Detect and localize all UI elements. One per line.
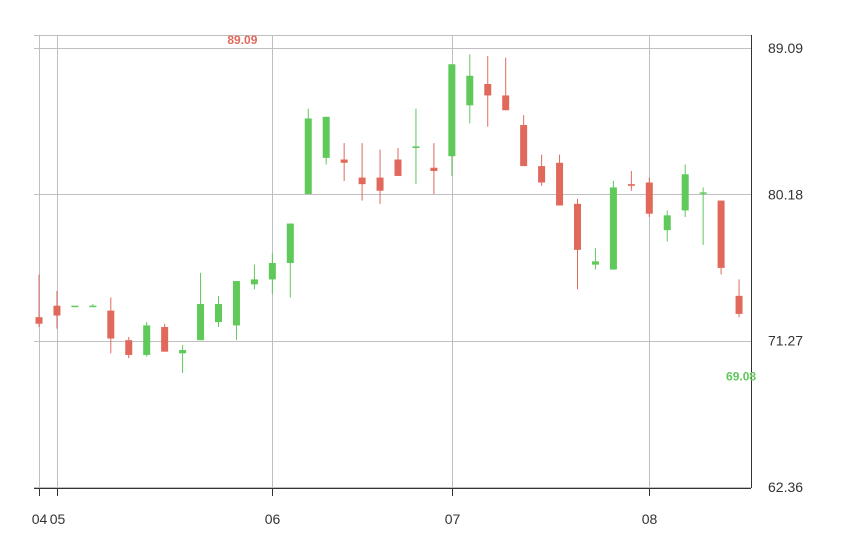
candle-body — [717, 200, 725, 268]
candle — [735, 279, 743, 318]
candle — [412, 108, 420, 185]
candle — [304, 108, 312, 195]
y-tick-label: 71.27 — [768, 333, 803, 349]
x-tick-label: 04 — [32, 511, 48, 527]
candle-body — [358, 177, 366, 185]
candle-body — [53, 305, 61, 316]
low-annotation: 69.08 — [726, 370, 756, 384]
candle-body — [520, 125, 528, 167]
candle — [699, 187, 707, 245]
candle-body — [71, 305, 79, 308]
y-tick-label: 80.18 — [768, 186, 803, 202]
candle — [197, 272, 205, 341]
candle-body — [574, 203, 581, 250]
candle — [71, 305, 79, 308]
candle — [125, 336, 133, 359]
candle-body — [179, 350, 187, 354]
candle — [179, 345, 187, 374]
candle — [538, 154, 546, 186]
candle — [232, 281, 240, 341]
axes — [34, 35, 752, 489]
candle-body — [286, 223, 294, 263]
candle — [215, 295, 222, 328]
candle — [645, 177, 653, 217]
candle — [574, 198, 581, 290]
candle — [143, 322, 151, 357]
y-tick-label: 89.09 — [768, 40, 803, 56]
candle — [268, 253, 276, 295]
candle-body — [448, 64, 456, 157]
candle — [484, 56, 492, 127]
candle — [502, 57, 510, 111]
grid-lines — [34, 35, 751, 488]
x-tick-label: 05 — [50, 511, 66, 527]
x-tick-label: 06 — [265, 511, 281, 527]
candle-body — [430, 167, 438, 172]
candle-body — [304, 118, 312, 195]
candle — [107, 297, 115, 354]
candle-body — [250, 279, 258, 285]
candle-body — [663, 215, 671, 231]
candle-body — [627, 184, 635, 186]
candle-body — [215, 304, 222, 323]
candle-body — [681, 174, 689, 211]
candle — [53, 290, 61, 329]
candle — [161, 323, 169, 352]
candle — [286, 223, 294, 298]
candle — [448, 64, 456, 176]
candle-body — [107, 310, 115, 339]
candle-body — [502, 95, 510, 111]
candle-body — [89, 305, 97, 308]
candle — [358, 143, 366, 201]
candle — [520, 115, 528, 167]
candle-body — [484, 83, 492, 96]
candle — [556, 154, 564, 206]
candle — [609, 180, 617, 270]
candle-body — [143, 325, 151, 355]
y-tick-label: 62.36 — [768, 479, 803, 495]
candle-body — [735, 295, 743, 314]
candle — [340, 143, 348, 181]
candle-body — [232, 281, 240, 326]
candle-body — [394, 159, 402, 176]
candle — [322, 116, 330, 165]
candle-body — [322, 116, 330, 158]
candle-body — [197, 304, 205, 341]
candle-body — [466, 75, 474, 106]
candle — [663, 210, 671, 242]
candle-body — [268, 262, 276, 280]
candles — [35, 54, 743, 374]
candle-body — [35, 317, 43, 324]
candle — [394, 148, 402, 176]
candle — [591, 248, 599, 270]
candle-body — [556, 162, 564, 206]
candle-body — [591, 261, 599, 265]
candle — [250, 264, 258, 290]
candle-body — [161, 327, 169, 352]
candle-body — [340, 159, 348, 163]
candle — [717, 200, 725, 275]
candle-body — [609, 187, 617, 270]
high-annotation: 89.09 — [227, 33, 257, 47]
candle-body — [412, 146, 420, 149]
candle-body — [376, 177, 384, 191]
candle-body — [125, 340, 133, 355]
candle-body — [538, 166, 546, 183]
x-tick-label: 07 — [445, 511, 461, 527]
candle — [627, 171, 635, 191]
candle — [89, 304, 97, 308]
candle — [466, 54, 474, 124]
candle-body — [699, 192, 707, 194]
candle — [430, 143, 438, 195]
candle — [376, 149, 384, 204]
candle-body — [645, 182, 653, 214]
candle — [35, 274, 43, 328]
candle — [681, 164, 689, 217]
x-tick-label: 08 — [642, 511, 658, 527]
